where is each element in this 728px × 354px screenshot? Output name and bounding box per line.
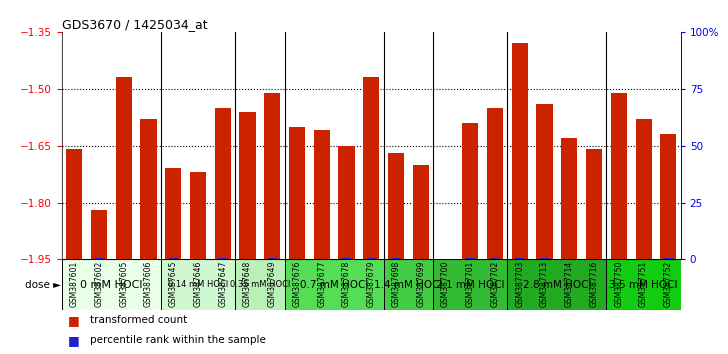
Bar [285, 259, 384, 310]
Bar [512, 43, 528, 259]
Bar [215, 108, 231, 259]
Text: 0 mM HOCl: 0 mM HOCl [80, 280, 143, 290]
Bar [491, 258, 499, 259]
Bar [95, 258, 103, 259]
Text: ■: ■ [68, 334, 80, 347]
Bar [664, 258, 673, 259]
Bar [342, 258, 351, 259]
Bar [190, 172, 206, 259]
Text: 2.1 mM HOCl: 2.1 mM HOCl [436, 280, 505, 290]
Bar [636, 119, 652, 259]
Bar [388, 153, 404, 259]
Text: 0.14 mM HOCl: 0.14 mM HOCl [168, 280, 228, 289]
Bar [363, 78, 379, 259]
Bar [606, 259, 681, 310]
Bar [586, 149, 602, 259]
Bar [413, 165, 429, 259]
Bar [462, 123, 478, 259]
Bar [289, 127, 305, 259]
Bar [507, 259, 606, 310]
Bar [235, 259, 285, 310]
Bar [66, 149, 82, 259]
Bar [91, 210, 107, 259]
Bar [264, 92, 280, 259]
Text: 0.35 mM HOCl: 0.35 mM HOCl [230, 280, 290, 289]
Bar [240, 112, 256, 259]
Bar [540, 258, 549, 259]
Bar [339, 145, 355, 259]
Bar [515, 258, 524, 259]
Bar [367, 258, 376, 259]
Text: 2.8 mM HOCl: 2.8 mM HOCl [523, 280, 591, 290]
Bar [165, 169, 181, 259]
Bar [141, 119, 157, 259]
Bar [218, 258, 227, 259]
Bar [314, 131, 330, 259]
Bar [392, 258, 400, 259]
Bar [487, 108, 503, 259]
Bar [561, 138, 577, 259]
Text: transformed count: transformed count [90, 315, 187, 325]
Bar [466, 258, 475, 259]
Bar [537, 104, 553, 259]
Bar [660, 134, 676, 259]
Bar [62, 259, 161, 310]
Bar [268, 258, 277, 259]
Text: 0.7 mM HOCl: 0.7 mM HOCl [300, 280, 368, 290]
Bar [384, 259, 433, 310]
Bar [116, 78, 132, 259]
Text: 1.4 mM HOCl: 1.4 mM HOCl [374, 280, 443, 290]
Text: 3.5 mM HOCl: 3.5 mM HOCl [609, 280, 678, 290]
Bar [161, 259, 235, 310]
Text: percentile rank within the sample: percentile rank within the sample [90, 335, 266, 346]
Text: ■: ■ [68, 314, 80, 327]
Text: dose ►: dose ► [25, 280, 61, 290]
Bar [169, 258, 178, 259]
Bar [433, 259, 507, 310]
Text: GDS3670 / 1425034_at: GDS3670 / 1425034_at [62, 18, 207, 31]
Bar [611, 92, 627, 259]
